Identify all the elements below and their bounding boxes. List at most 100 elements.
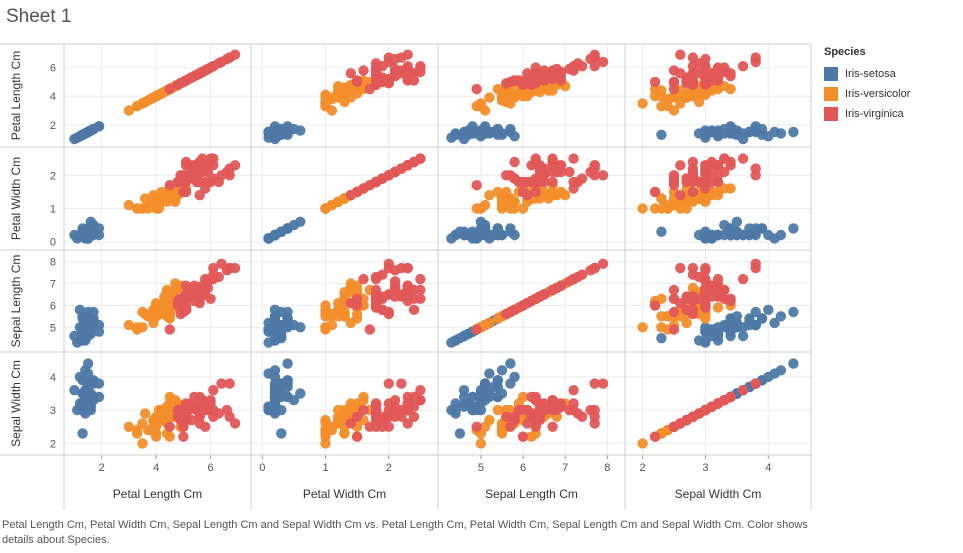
data-point-iris-virginica[interactable] <box>383 56 394 68</box>
data-point-iris-virginica[interactable] <box>700 176 711 188</box>
data-point-iris-virginica[interactable] <box>513 176 525 188</box>
data-point-iris-setosa[interactable] <box>737 330 749 342</box>
data-point-iris-versicolor[interactable] <box>153 193 165 204</box>
data-point-iris-setosa[interactable] <box>82 381 94 393</box>
data-point-iris-virginica[interactable] <box>402 262 413 274</box>
data-point-iris-setosa[interactable] <box>656 129 667 140</box>
data-point-iris-virginica[interactable] <box>180 75 192 86</box>
data-point-iris-setosa[interactable] <box>80 322 91 333</box>
data-point-iris-versicolor[interactable] <box>326 199 338 211</box>
data-point-iris-setosa[interactable] <box>93 319 105 331</box>
data-point-iris-setosa[interactable] <box>467 404 478 416</box>
data-point-iris-setosa[interactable] <box>731 226 743 237</box>
data-point-iris-versicolor[interactable] <box>339 89 350 101</box>
data-point-iris-virginica[interactable] <box>178 431 189 442</box>
data-point-iris-virginica[interactable] <box>668 173 680 184</box>
data-point-iris-setosa[interactable] <box>788 306 799 318</box>
data-point-iris-virginica[interactable] <box>370 176 382 188</box>
data-point-iris-virginica[interactable] <box>164 83 175 95</box>
data-point-iris-setosa[interactable] <box>700 226 711 237</box>
data-point-iris-virginica[interactable] <box>522 418 533 429</box>
data-point-iris-versicolor[interactable] <box>479 105 491 116</box>
data-point-iris-versicolor[interactable] <box>326 319 338 331</box>
data-point-iris-setosa[interactable] <box>80 128 91 139</box>
data-point-iris-virginica[interactable] <box>200 273 211 285</box>
data-point-iris-virginica[interactable] <box>538 73 550 85</box>
panel-sepal-width-cm-vs-petal-length-cm[interactable] <box>69 358 241 449</box>
data-point-iris-virginica[interactable] <box>700 60 711 72</box>
data-point-iris-setosa[interactable] <box>80 229 91 241</box>
data-point-iris-setosa[interactable] <box>475 395 487 406</box>
data-point-iris-virginica[interactable] <box>513 302 525 313</box>
data-point-iris-virginica[interactable] <box>402 71 413 82</box>
panel-sepal-width-cm-vs-sepal-width-cm[interactable] <box>637 358 799 449</box>
data-point-iris-virginica[interactable] <box>194 418 205 429</box>
data-point-iris-setosa[interactable] <box>467 226 478 237</box>
data-point-iris-virginica[interactable] <box>597 378 609 389</box>
data-point-iris-setosa[interactable] <box>505 358 516 369</box>
data-point-iris-virginica[interactable] <box>668 284 680 296</box>
data-point-iris-virginica[interactable] <box>675 262 686 274</box>
data-point-iris-versicolor[interactable] <box>479 199 491 211</box>
data-point-iris-virginica[interactable] <box>501 411 512 422</box>
data-point-iris-virginica[interactable] <box>589 378 600 389</box>
data-point-iris-setosa[interactable] <box>80 395 91 406</box>
data-point-iris-virginica[interactable] <box>471 421 482 432</box>
data-point-iris-versicolor[interactable] <box>656 322 667 333</box>
data-point-iris-virginica[interactable] <box>383 258 394 269</box>
data-point-iris-virginica[interactable] <box>700 273 711 285</box>
data-point-iris-virginica[interactable] <box>180 404 192 416</box>
data-point-iris-setosa[interactable] <box>731 125 743 136</box>
data-point-iris-virginica[interactable] <box>180 302 192 313</box>
panel-sepal-length-cm-vs-sepal-width-cm[interactable] <box>637 258 799 348</box>
data-point-iris-virginica[interactable] <box>351 75 363 86</box>
data-point-iris-virginica[interactable] <box>513 75 525 86</box>
data-point-iris-setosa[interactable] <box>93 223 105 234</box>
data-point-iris-virginica[interactable] <box>750 170 761 181</box>
data-point-iris-versicolor[interactable] <box>351 313 363 324</box>
data-point-iris-setosa[interactable] <box>775 128 787 139</box>
data-point-iris-setosa[interactable] <box>458 385 470 396</box>
data-point-iris-virginica[interactable] <box>526 71 537 82</box>
data-point-iris-versicolor[interactable] <box>131 203 143 214</box>
data-point-iris-virginica[interactable] <box>725 71 736 82</box>
data-point-iris-virginica[interactable] <box>402 63 413 75</box>
data-point-iris-virginica[interactable] <box>568 183 579 194</box>
data-point-iris-virginica[interactable] <box>668 76 680 88</box>
data-point-iris-virginica[interactable] <box>700 404 711 416</box>
panel-petal-width-cm-vs-petal-width-cm[interactable] <box>263 153 426 244</box>
data-point-iris-virginica[interactable] <box>383 170 394 181</box>
data-point-iris-virginica[interactable] <box>358 404 369 416</box>
data-point-iris-virginica[interactable] <box>568 385 579 396</box>
data-point-iris-versicolor[interactable] <box>505 193 516 204</box>
data-point-iris-virginica[interactable] <box>538 404 550 416</box>
data-point-iris-virginica[interactable] <box>737 273 749 285</box>
data-point-iris-virginica[interactable] <box>687 68 699 79</box>
data-point-iris-virginica[interactable] <box>208 262 219 274</box>
data-point-iris-virginica[interactable] <box>538 170 550 181</box>
data-point-iris-setosa[interactable] <box>93 378 105 389</box>
data-point-iris-virginica[interactable] <box>402 295 413 307</box>
data-point-iris-virginica[interactable] <box>402 391 413 403</box>
data-point-iris-virginica[interactable] <box>471 83 482 95</box>
legend-item-virginica[interactable]: Iris-virginica <box>824 104 910 124</box>
panel-sepal-width-cm-vs-petal-width-cm[interactable] <box>263 358 426 449</box>
data-point-iris-virginica[interactable] <box>216 378 227 389</box>
data-point-iris-virginica[interactable] <box>513 404 525 416</box>
data-point-iris-virginica[interactable] <box>589 404 600 416</box>
data-point-iris-setosa[interactable] <box>269 229 281 241</box>
data-point-iris-virginica[interactable] <box>700 75 711 86</box>
data-point-iris-virginica[interactable] <box>597 56 609 68</box>
data-point-iris-virginica[interactable] <box>649 300 661 311</box>
data-point-iris-virginica[interactable] <box>164 324 175 335</box>
data-point-iris-virginica[interactable] <box>555 75 567 86</box>
data-point-iris-virginica[interactable] <box>668 83 680 95</box>
data-point-iris-versicolor[interactable] <box>137 438 148 449</box>
data-point-iris-virginica[interactable] <box>700 160 711 171</box>
panel-sepal-length-cm-vs-petal-width-cm[interactable] <box>263 258 426 348</box>
data-point-iris-versicolor[interactable] <box>479 319 491 331</box>
data-point-iris-virginica[interactable] <box>396 411 407 422</box>
data-point-iris-versicolor[interactable] <box>656 85 667 96</box>
data-point-iris-virginica[interactable] <box>700 262 711 274</box>
